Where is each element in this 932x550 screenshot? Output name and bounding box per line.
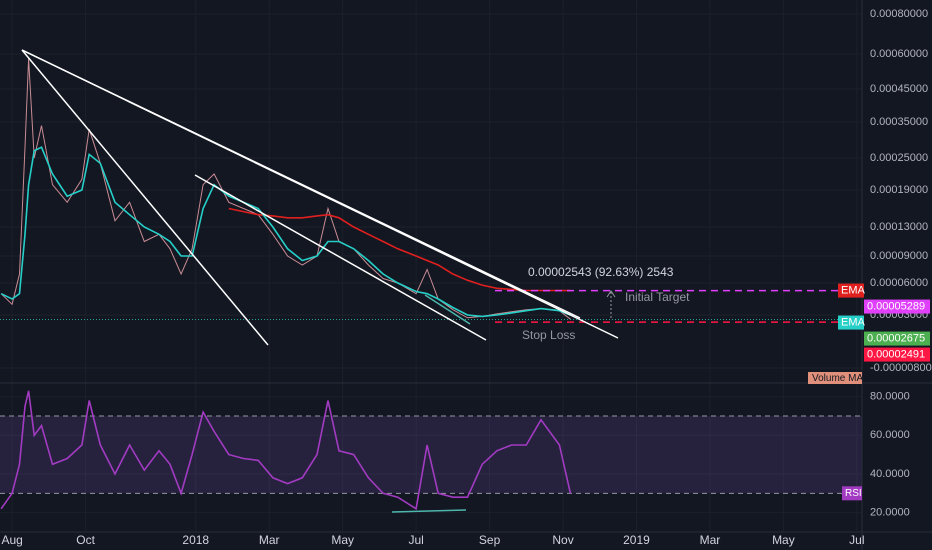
- x-tick-label: Mar: [259, 533, 280, 547]
- x-tick-label: Sep: [479, 533, 501, 547]
- x-tick-label: 2018: [182, 533, 209, 547]
- x-tick-label: 2019: [623, 533, 650, 547]
- labels: Aug Oct 2018 Mar May Jul Sep Nov 2019 Mar May Jul 0.…: [1, 8, 931, 547]
- x-tick-label: Oct: [76, 533, 95, 547]
- marks: [0, 58, 862, 511]
- y-tick-label: 0.00025000: [870, 152, 928, 164]
- measure-label: 0.00002543 (92.63%) 2543: [528, 265, 674, 279]
- price-badge-label: 0.00005289: [867, 300, 925, 312]
- price-badge: [864, 331, 930, 346]
- y-tick-label: -0.00000800: [870, 362, 932, 374]
- y-tick-label: 0.00006000: [870, 277, 928, 289]
- series-line: [0, 390, 572, 511]
- y-tick-label: 40.0000: [870, 468, 910, 480]
- x-tick-label: Mar: [700, 533, 721, 547]
- trendline: [21, 49, 269, 346]
- measure-arrow: [606, 290, 616, 298]
- price-badge-label: EMA: [841, 284, 866, 296]
- y-tick-label: 0.00019000: [870, 184, 928, 196]
- y-tick-label: 0.00080000: [870, 8, 928, 20]
- grid: [0, 415, 862, 494]
- y-tick-label: 20.0000: [870, 507, 910, 519]
- price-badge: [864, 347, 930, 362]
- x-tick-label: Jul: [849, 533, 864, 547]
- price-badge-label: 0.00002675: [867, 332, 925, 344]
- series-line: [0, 58, 571, 320]
- price-badge: [838, 315, 864, 330]
- series-line: [0, 146, 571, 318]
- y-tick-label: 0.00060000: [870, 48, 928, 60]
- volume-badge-box: [808, 372, 862, 384]
- y-tick-label: 0.00045000: [870, 83, 928, 95]
- trendline: [21, 49, 619, 339]
- stop-label: Stop Loss: [522, 328, 575, 342]
- y-tick-label: 80.0000: [870, 391, 910, 403]
- y-tick-label: 0.00013000: [870, 221, 928, 233]
- y-tick-label: 0.00009000: [870, 250, 928, 262]
- x-tick-label: Nov: [552, 533, 573, 547]
- x-tick-label: May: [331, 533, 354, 547]
- y-tick-label: 0.00035000: [870, 116, 928, 128]
- rsi-badge-label: RSI: [845, 488, 862, 499]
- x-tick-label: Jul: [408, 533, 423, 547]
- x-tick-label: May: [772, 533, 795, 547]
- divergence-line: [391, 509, 467, 513]
- y-tick-label: 60.0000: [870, 429, 910, 441]
- divergence-line: [424, 294, 471, 325]
- series-line: [228, 207, 571, 292]
- drawings: [21, 49, 619, 513]
- price-badge: [838, 283, 864, 298]
- volume-label: Volume MA: [812, 373, 863, 384]
- price-badge-label: EMA: [841, 316, 866, 328]
- rsi-band: [0, 415, 862, 494]
- price-badge-label: 0.00002491: [867, 348, 925, 360]
- trendline: [194, 174, 487, 341]
- x-tick-label: Aug: [1, 533, 22, 547]
- target-label: Initial Target: [625, 290, 690, 304]
- rsi-badge: [842, 486, 862, 501]
- volume-badge: Volume MA: [808, 372, 863, 384]
- price-badge: [864, 299, 930, 314]
